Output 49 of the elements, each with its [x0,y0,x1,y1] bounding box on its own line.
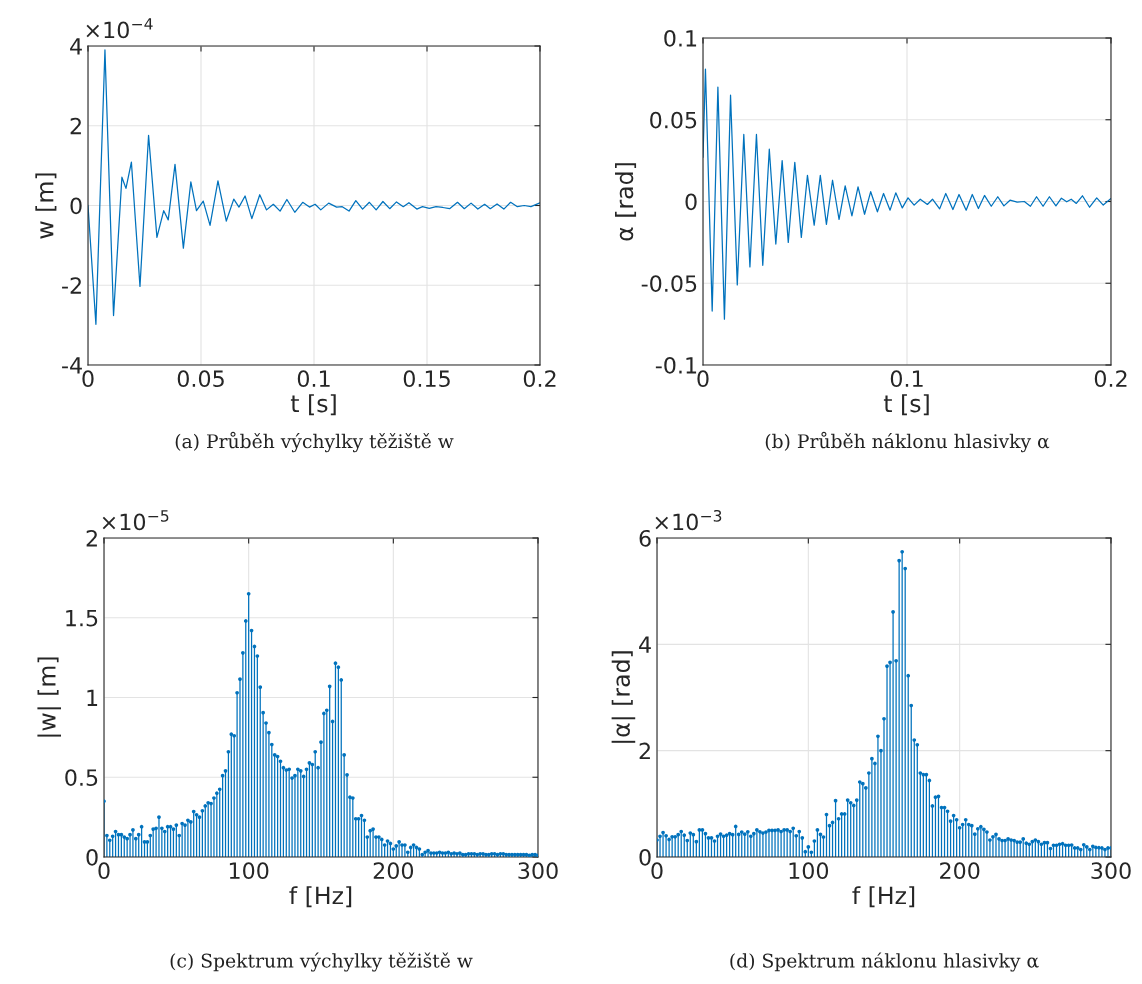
y-axis-title: |w| [m] [37,657,62,737]
y-tick-label: 2 [86,529,97,547]
x-axis-title: f [Hz] [852,886,915,908]
y-tick-label: 4 [70,38,82,55]
x-tick-label: 100 [229,862,269,880]
x-axis-title: f [Hz] [289,886,352,908]
y-axis-title: w [m] [35,173,57,239]
x-tick-label: 0.1 [890,370,923,388]
text: (b) Průběh náklonu hlasivky α [765,431,1050,453]
y-tick-label: 0 [70,197,82,215]
x-axis-title: t [s] [290,394,336,416]
y-tick-label: 0 [685,193,697,211]
x-tick-label: 0.15 [403,370,450,388]
x-tick-label: 0.05 [177,370,224,388]
text: ×10$^{−5}$ [102,510,169,531]
x-tick-label: 0 [697,370,709,388]
y-tick-label: 4 [639,636,651,653]
text: (d) Spektrum náklonu hlasivky α [730,952,1039,972]
x-tick-label: 300 [518,862,558,880]
y-tick-label: 0.5 [65,769,98,787]
y-tick-label: 0.1 [664,29,697,47]
y-tick-label: 1.5 [66,609,98,627]
y-tick-label: 1 [87,689,98,706]
x-tick-label: 200 [940,862,980,880]
y-axis-title: |α| [rad] [611,651,636,743]
x-tick-label: 200 [373,862,414,880]
x-tick-label: 300 [1091,862,1131,880]
x-tick-label: 0.2 [523,370,556,388]
text: (a) Průběh výchylky těžiště w [175,431,454,453]
x-tick-label: 100 [789,862,829,880]
y-tick-label: 6 [639,529,651,547]
y-tick-label: 2 [639,742,650,760]
y-tick-label: -0.1 [655,356,697,374]
x-tick-label: 0.1 [297,370,330,388]
y-tick-label: -0.05 [641,275,697,293]
x-axis-title: t [s] [883,394,929,416]
y-tick-label: -2 [62,277,81,294]
x-tick-label: 0.2 [1094,370,1127,388]
y-tick-label: 0 [639,848,651,866]
text: ×10$^{−3}$ [655,509,722,531]
y-axis-title: α [rad] [615,163,637,241]
text: ×10$^{−4}$ [86,18,153,39]
y-tick-label: 2 [70,117,81,135]
line-series [703,68,1111,320]
y-tick-label: 0.05 [650,111,697,129]
y-tick-label: 0 [86,848,98,866]
text: (c) Spektrum výchylky těžiště w [170,952,473,972]
y-tick-label: -4 [62,357,82,374]
x-tick-label: 0 [98,862,110,880]
